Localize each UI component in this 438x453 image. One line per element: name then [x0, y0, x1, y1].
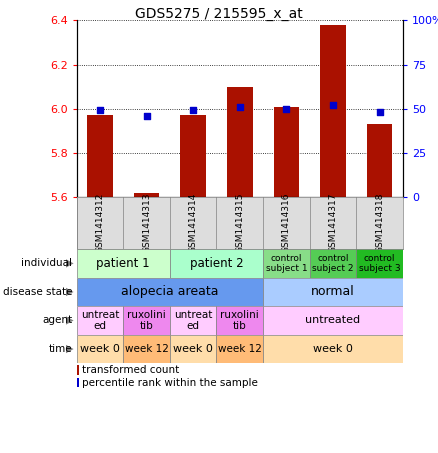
- Bar: [170, 335, 216, 363]
- Bar: [263, 306, 403, 335]
- Text: week 0: week 0: [173, 344, 213, 354]
- Bar: [87, 116, 113, 197]
- Text: individual: individual: [21, 258, 72, 269]
- Polygon shape: [66, 259, 74, 268]
- Text: GSM1414317: GSM1414317: [328, 193, 338, 253]
- Polygon shape: [66, 345, 74, 353]
- Text: untreat
ed: untreat ed: [174, 310, 212, 331]
- Text: GSM1414314: GSM1414314: [189, 193, 198, 253]
- Bar: [77, 365, 79, 375]
- Bar: [263, 278, 403, 306]
- Point: [190, 107, 197, 114]
- Text: GSM1414315: GSM1414315: [235, 193, 244, 253]
- Text: GSM1414312: GSM1414312: [95, 193, 104, 253]
- Text: transformed count: transformed count: [82, 365, 179, 375]
- Text: ruxolini
tib: ruxolini tib: [220, 310, 259, 331]
- Text: ruxolini
tib: ruxolini tib: [127, 310, 166, 331]
- Text: untreat
ed: untreat ed: [81, 310, 119, 331]
- Text: patient 2: patient 2: [190, 257, 244, 270]
- Text: control
subject 2: control subject 2: [312, 254, 354, 273]
- Bar: [227, 87, 253, 197]
- Text: alopecia areata: alopecia areata: [121, 285, 219, 299]
- Text: control
subject 1: control subject 1: [265, 254, 307, 273]
- Point: [376, 109, 383, 116]
- Bar: [310, 249, 357, 278]
- Bar: [263, 335, 403, 363]
- Text: GDS5275 / 215595_x_at: GDS5275 / 215595_x_at: [135, 7, 303, 21]
- Point: [237, 103, 244, 111]
- Text: week 12: week 12: [218, 344, 262, 354]
- Text: patient 1: patient 1: [96, 257, 150, 270]
- Bar: [357, 249, 403, 278]
- Bar: [77, 306, 123, 335]
- Text: week 0: week 0: [80, 344, 120, 354]
- Bar: [216, 306, 263, 335]
- Bar: [320, 25, 346, 197]
- Point: [329, 101, 336, 109]
- Text: untreated: untreated: [305, 315, 360, 326]
- Bar: [170, 306, 216, 335]
- Text: time: time: [49, 344, 72, 354]
- Bar: [367, 124, 392, 197]
- Text: agent: agent: [42, 315, 72, 326]
- Text: GSM1414318: GSM1414318: [375, 193, 384, 253]
- Text: GSM1414316: GSM1414316: [282, 193, 291, 253]
- Text: percentile rank within the sample: percentile rank within the sample: [82, 378, 258, 388]
- Text: week 12: week 12: [125, 344, 169, 354]
- Bar: [77, 278, 263, 306]
- Polygon shape: [66, 288, 74, 296]
- Bar: [123, 335, 170, 363]
- Text: week 0: week 0: [313, 344, 353, 354]
- Point: [96, 107, 103, 114]
- Bar: [263, 249, 310, 278]
- Bar: [123, 306, 170, 335]
- Bar: [77, 335, 123, 363]
- Bar: [170, 249, 263, 278]
- Bar: [216, 335, 263, 363]
- Text: GSM1414313: GSM1414313: [142, 193, 151, 253]
- Text: disease state: disease state: [3, 287, 72, 297]
- Bar: [180, 116, 206, 197]
- Bar: [77, 377, 79, 387]
- Text: normal: normal: [311, 285, 355, 299]
- Point: [283, 105, 290, 112]
- Point: [143, 112, 150, 120]
- Polygon shape: [66, 316, 74, 325]
- Bar: [134, 193, 159, 197]
- Bar: [274, 106, 299, 197]
- Text: control
subject 3: control subject 3: [359, 254, 400, 273]
- Bar: [77, 249, 170, 278]
